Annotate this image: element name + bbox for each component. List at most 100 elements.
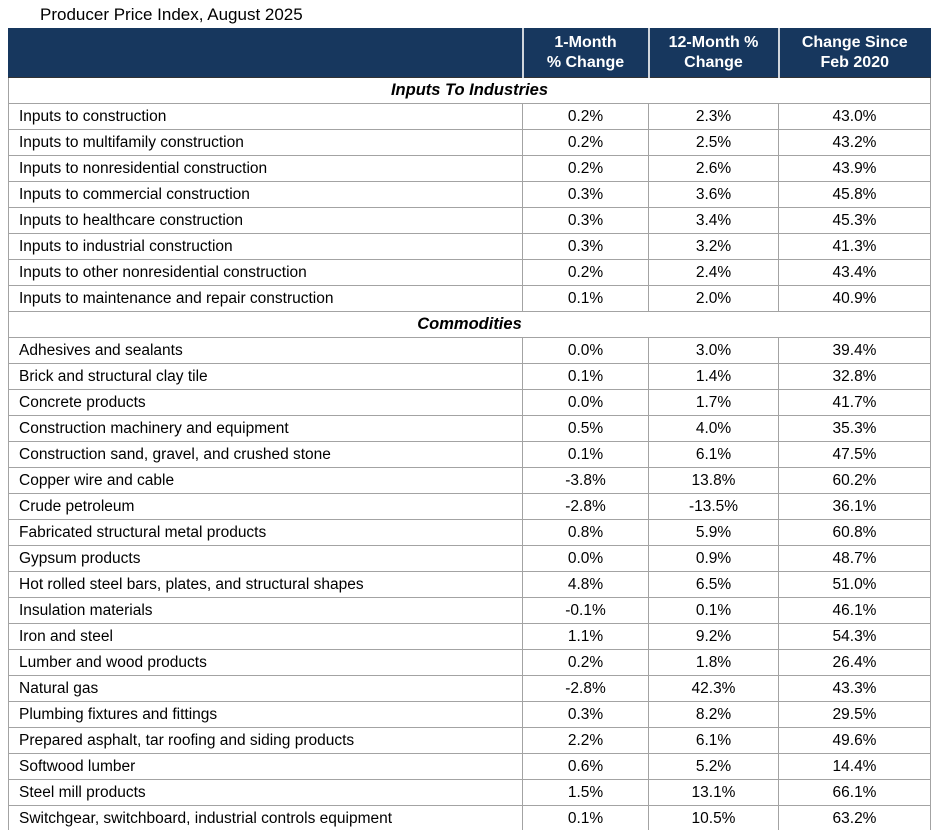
cell-12-month-change: 1.8% [648, 649, 779, 676]
cell-change-since-feb-2020: 63.2% [778, 805, 931, 830]
cell-change-since-feb-2020: 46.1% [778, 597, 931, 624]
cell-change-since-feb-2020: 40.9% [778, 285, 931, 312]
cell-1-month-change: 0.1% [522, 805, 649, 830]
table-row: Inputs to construction 0.2% 2.3% 43.0% [8, 103, 931, 130]
cell-12-month-change: 6.1% [648, 441, 779, 468]
row-label: Copper wire and cable [8, 467, 523, 494]
row-label: Construction sand, gravel, and crushed s… [8, 441, 523, 468]
table-row: Natural gas -2.8% 42.3% 43.3% [8, 675, 931, 702]
cell-1-month-change: 0.0% [522, 337, 649, 364]
table-row: Gypsum products 0.0% 0.9% 48.7% [8, 545, 931, 572]
table-row: Hot rolled steel bars, plates, and struc… [8, 571, 931, 598]
cell-12-month-change: 3.2% [648, 233, 779, 260]
cell-12-month-change: 3.0% [648, 337, 779, 364]
section-header-row: Commodities [8, 311, 931, 338]
cell-12-month-change: 10.5% [648, 805, 779, 830]
section-title: Commodities [8, 311, 931, 338]
table-row: Inputs to multifamily construction 0.2% 2.… [8, 129, 931, 156]
header-12-month-change: 12-Month % Change [647, 28, 779, 78]
cell-1-month-change: 1.5% [522, 779, 649, 806]
cell-12-month-change: 5.2% [648, 753, 779, 780]
table-row: Inputs to commercial construction 0.3% 3.6… [8, 181, 931, 208]
row-label: Steel mill products [8, 779, 523, 806]
cell-12-month-change: 0.9% [648, 545, 779, 572]
table-row: Crude petroleum -2.8% -13.5% 36.1% [8, 493, 931, 520]
cell-1-month-change: 0.3% [522, 701, 649, 728]
cell-12-month-change: 5.9% [648, 519, 779, 546]
cell-12-month-change: 6.5% [648, 571, 779, 598]
cell-change-since-feb-2020: 45.3% [778, 207, 931, 234]
cell-change-since-feb-2020: 43.2% [778, 129, 931, 156]
cell-1-month-change: -3.8% [522, 467, 649, 494]
cell-1-month-change: 0.3% [522, 181, 649, 208]
cell-change-since-feb-2020: 32.8% [778, 363, 931, 390]
row-label: Switchgear, switchboard, industrial cont… [8, 805, 523, 830]
row-label: Iron and steel [8, 623, 523, 650]
cell-change-since-feb-2020: 45.8% [778, 181, 931, 208]
cell-change-since-feb-2020: 36.1% [778, 493, 931, 520]
table-row: Concrete products 0.0% 1.7% 41.7% [8, 389, 931, 416]
table-header-row: 1-Month % Change 12-Month % Change Chang… [8, 28, 931, 78]
cell-change-since-feb-2020: 41.7% [778, 389, 931, 416]
cell-1-month-change: 0.0% [522, 545, 649, 572]
cell-1-month-change: -2.8% [522, 675, 649, 702]
cell-change-since-feb-2020: 66.1% [778, 779, 931, 806]
cell-change-since-feb-2020: 51.0% [778, 571, 931, 598]
cell-change-since-feb-2020: 29.5% [778, 701, 931, 728]
cell-change-since-feb-2020: 43.4% [778, 259, 931, 286]
table-row: Iron and steel 1.1% 9.2% 54.3% [8, 623, 931, 650]
table-row: Inputs to nonresidential construction 0.2… [8, 155, 931, 182]
table-row: Steel mill products 1.5% 13.1% 66.1% [8, 779, 931, 806]
table-row: Inputs to other nonresidential construct… [8, 259, 931, 286]
cell-change-since-feb-2020: 41.3% [778, 233, 931, 260]
row-label: Insulation materials [8, 597, 523, 624]
row-label: Hot rolled steel bars, plates, and struc… [8, 571, 523, 598]
cell-change-since-feb-2020: 60.8% [778, 519, 931, 546]
table-row: Insulation materials -0.1% 0.1% 46.1% [8, 597, 931, 624]
cell-12-month-change: 13.1% [648, 779, 779, 806]
table-row: Prepared asphalt, tar roofing and siding… [8, 727, 931, 754]
cell-1-month-change: 1.1% [522, 623, 649, 650]
cell-12-month-change: 3.6% [648, 181, 779, 208]
cell-1-month-change: 2.2% [522, 727, 649, 754]
cell-change-since-feb-2020: 60.2% [778, 467, 931, 494]
cell-1-month-change: 0.2% [522, 103, 649, 130]
cell-12-month-change: 8.2% [648, 701, 779, 728]
section-header-row: Inputs To Industries [8, 77, 931, 104]
cell-1-month-change: 0.2% [522, 155, 649, 182]
cell-12-month-change: 9.2% [648, 623, 779, 650]
cell-change-since-feb-2020: 43.3% [778, 675, 931, 702]
header-item-column [8, 28, 523, 78]
cell-12-month-change: 6.1% [648, 727, 779, 754]
table-row: Construction machinery and equipment 0.5%… [8, 415, 931, 442]
row-label: Inputs to nonresidential construction [8, 155, 523, 182]
table-row: Copper wire and cable -3.8% 13.8% 60.2% [8, 467, 931, 494]
row-label: Fabricated structural metal products [8, 519, 523, 546]
row-label: Inputs to maintenance and repair constru… [8, 285, 523, 312]
cell-12-month-change: 2.3% [648, 103, 779, 130]
row-label: Concrete products [8, 389, 523, 416]
table-row: Fabricated structural metal products 0.8%… [8, 519, 931, 546]
ppi-table: 1-Month % Change 12-Month % Change Chang… [8, 28, 931, 830]
cell-12-month-change: 2.6% [648, 155, 779, 182]
cell-change-since-feb-2020: 43.0% [778, 103, 931, 130]
cell-change-since-feb-2020: 54.3% [778, 623, 931, 650]
cell-12-month-change: 2.5% [648, 129, 779, 156]
cell-1-month-change: 0.1% [522, 441, 649, 468]
row-label: Gypsum products [8, 545, 523, 572]
row-label: Plumbing fixtures and fittings [8, 701, 523, 728]
cell-1-month-change: 0.2% [522, 649, 649, 676]
cell-1-month-change: 0.2% [522, 259, 649, 286]
cell-1-month-change: 0.1% [522, 285, 649, 312]
cell-12-month-change: 42.3% [648, 675, 779, 702]
row-label: Inputs to commercial construction [8, 181, 523, 208]
cell-12-month-change: 2.0% [648, 285, 779, 312]
table-row: Inputs to industrial construction 0.3% 3.2… [8, 233, 931, 260]
cell-1-month-change: -0.1% [522, 597, 649, 624]
cell-1-month-change: 0.3% [522, 233, 649, 260]
row-label: Construction machinery and equipment [8, 415, 523, 442]
cell-12-month-change: 4.0% [648, 415, 779, 442]
row-label: Inputs to healthcare construction [8, 207, 523, 234]
table-row: Plumbing fixtures and fittings 0.3% 8.2% 29… [8, 701, 931, 728]
table-row: Lumber and wood products 0.2% 1.8% 26.4% [8, 649, 931, 676]
